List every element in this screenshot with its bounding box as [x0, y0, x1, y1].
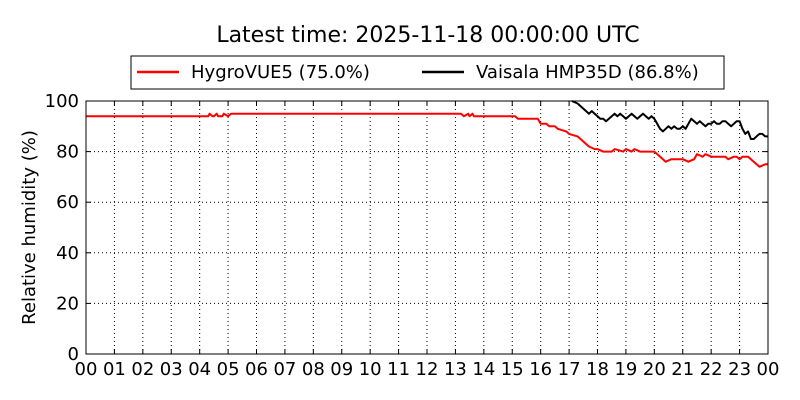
y-axis-label: Relative humidity (%)	[19, 130, 40, 325]
plot-area: 00 01 02 03 04 05 06 07 08 09 10 11 12 13 14 15 16 17 18 19…	[45, 91, 780, 380]
x-tick-label: 13	[444, 359, 467, 380]
x-tick-label: 17	[558, 359, 581, 380]
x-tick-label: 06	[245, 359, 268, 380]
x-tick-label: 03	[160, 359, 183, 380]
x-tick-label: 04	[188, 359, 211, 380]
series-line-0	[86, 112, 768, 168]
series-layer	[86, 100, 768, 168]
x-tick-label: 01	[103, 359, 126, 380]
x-tick-label: 12	[416, 359, 439, 380]
plot-frame	[85, 100, 769, 355]
x-tick-label: 07	[273, 359, 296, 380]
x-tick-label: 19	[614, 359, 637, 380]
x-tick-label: 16	[529, 359, 552, 380]
legend-label-hygrovue5: HygroVUE5 (75.0%)	[191, 62, 370, 83]
x-tick-label: 21	[671, 359, 694, 380]
x-tick-label: 02	[131, 359, 154, 380]
x-tick-label: 10	[359, 359, 382, 380]
x-tick-label: 00	[75, 359, 98, 380]
series-line-1	[571, 100, 768, 140]
x-tick-label: 08	[302, 359, 325, 380]
x-tick-label: 00	[757, 359, 780, 380]
y-tick-label: 0	[68, 344, 79, 365]
x-tick-label: 15	[501, 359, 524, 380]
y-tick-label: 60	[56, 192, 79, 213]
y-tick-label: 100	[45, 91, 79, 112]
ticks: 00 01 02 03 04 05 06 07 08 09 10 11 12 13 14 15 16 17 18 19…	[45, 91, 780, 380]
grid	[86, 101, 768, 354]
y-tick-label: 20	[56, 293, 79, 314]
x-tick-label: 23	[728, 359, 751, 380]
chart-title: Latest time: 2025-11-18 00:00:00 UTC	[216, 23, 639, 48]
x-tick-label: 11	[387, 359, 410, 380]
x-tick-label: 09	[330, 359, 353, 380]
y-tick-label: 40	[56, 243, 79, 264]
x-tick-label: 18	[586, 359, 609, 380]
x-tick-label: 22	[700, 359, 723, 380]
legend: HygroVUE5 (75.0%) Vaisala HMP35D (86.8%)	[130, 55, 725, 90]
x-tick-label: 14	[472, 359, 495, 380]
x-tick-label: 20	[643, 359, 666, 380]
x-tick-label: 05	[217, 359, 240, 380]
legend-label-vaisala: Vaisala HMP35D (86.8%)	[476, 62, 699, 83]
y-tick-label: 80	[56, 142, 79, 163]
